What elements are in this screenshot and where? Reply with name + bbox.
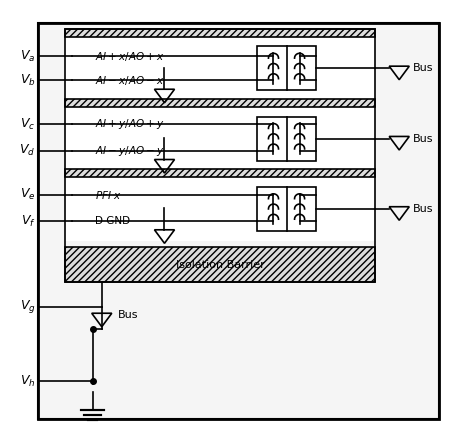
- Bar: [257, 117, 316, 160]
- Text: PFI $x$: PFI $x$: [95, 189, 122, 201]
- Text: $AI- y/AO- y$: $AI- y/AO- y$: [95, 144, 164, 158]
- Text: $V_g$: $V_g$: [20, 298, 36, 315]
- Bar: [65, 29, 375, 37]
- Text: Bus: Bus: [413, 133, 433, 144]
- Bar: [38, 23, 439, 419]
- Text: $V_f$: $V_f$: [21, 213, 36, 229]
- Text: $V_a$: $V_a$: [20, 49, 36, 64]
- Bar: [65, 169, 375, 177]
- Bar: [257, 187, 316, 231]
- Bar: [257, 46, 316, 90]
- Text: Bus: Bus: [413, 63, 433, 73]
- Text: $V_d$: $V_d$: [19, 143, 36, 158]
- Bar: [65, 107, 375, 171]
- Text: $V_b$: $V_b$: [20, 73, 36, 88]
- Text: $AI- x/AO- x$: $AI- x/AO- x$: [95, 74, 164, 87]
- Bar: [65, 248, 375, 282]
- Text: D GND: D GND: [95, 216, 130, 226]
- Text: Isolation Barrier: Isolation Barrier: [176, 260, 265, 270]
- Text: Bus: Bus: [413, 204, 433, 214]
- Text: $AI+ y/AO+ y$: $AI+ y/AO+ y$: [95, 118, 164, 131]
- Bar: [65, 177, 375, 241]
- Bar: [38, 23, 439, 419]
- Text: Bus: Bus: [118, 310, 138, 320]
- Text: $V_e$: $V_e$: [20, 187, 36, 202]
- Text: $AI+ x/AO+ x$: $AI+ x/AO+ x$: [95, 50, 164, 63]
- Bar: [65, 37, 375, 100]
- Text: $V_h$: $V_h$: [20, 374, 36, 389]
- Bar: [65, 99, 375, 107]
- Bar: [65, 29, 375, 282]
- Text: $V_c$: $V_c$: [20, 117, 36, 132]
